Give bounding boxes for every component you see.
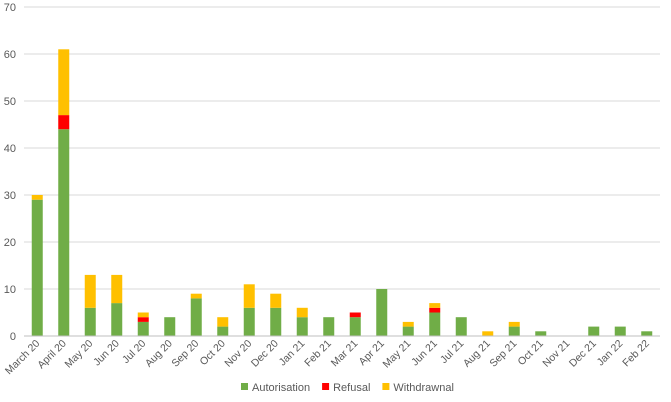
bar-autorisation-14 <box>402 326 414 336</box>
legend-swatch-refusal <box>322 383 330 390</box>
bar-withdrawnal-14 <box>402 321 414 327</box>
bar-withdrawnal-17 <box>482 331 494 336</box>
y-tick-label: 0 <box>10 331 16 343</box>
bar-refusal-1 <box>58 115 70 130</box>
bar-withdrawnal-3 <box>111 274 123 304</box>
bar-autorisation-19 <box>535 331 547 336</box>
x-tick-label: Aug 20 <box>143 338 175 370</box>
legend-swatch-withdrawnal <box>382 383 390 390</box>
y-axis-ticks: 0 10 20 30 40 50 60 70 <box>4 2 16 343</box>
bar-autorisation-4 <box>137 321 149 336</box>
bar-withdrawnal-1 <box>58 49 70 116</box>
x-tick-label: Mar 21 <box>329 338 361 370</box>
bar-autorisation-1 <box>58 129 70 336</box>
bar-autorisation-15 <box>429 312 441 336</box>
bar-refusal-15 <box>429 307 441 313</box>
bar-refusal-4 <box>137 317 149 322</box>
y-tick-label: 50 <box>4 96 16 108</box>
bar-withdrawnal-7 <box>217 317 229 327</box>
bar-withdrawnal-4 <box>137 312 149 318</box>
bar-autorisation-8 <box>243 307 255 336</box>
bar-withdrawnal-9 <box>270 293 282 308</box>
legend: Autorisation Refusal Withdrawnal <box>241 382 454 394</box>
x-tick-label: Jan 21 <box>277 338 308 369</box>
bars <box>31 49 653 336</box>
bar-withdrawnal-6 <box>190 293 202 299</box>
x-tick-label: Dec 21 <box>567 338 599 370</box>
y-tick-label: 30 <box>4 190 16 202</box>
x-tick-label: Feb 22 <box>620 338 652 370</box>
x-tick-label: Nov 20 <box>222 338 254 370</box>
bar-refusal-12 <box>349 312 361 318</box>
legend-label-autorisation: Autorisation <box>252 382 310 394</box>
y-tick-label: 40 <box>4 143 16 155</box>
bar-autorisation-18 <box>508 326 520 336</box>
bar-autorisation-11 <box>323 317 335 336</box>
bar-withdrawnal-2 <box>84 274 96 308</box>
bar-autorisation-7 <box>217 326 229 336</box>
y-tick-label: 70 <box>4 2 16 14</box>
x-tick-label: Nov 21 <box>540 338 572 370</box>
bar-autorisation-12 <box>349 317 361 336</box>
bar-autorisation-22 <box>614 326 626 336</box>
bar-autorisation-3 <box>111 303 123 336</box>
bar-autorisation-13 <box>376 289 388 336</box>
bar-autorisation-2 <box>84 307 96 336</box>
bar-withdrawnal-0 <box>31 195 43 200</box>
legend-label-refusal: Refusal <box>333 382 370 394</box>
x-tick-label: Sep 20 <box>169 338 201 370</box>
y-tick-label: 60 <box>4 49 16 61</box>
x-tick-label: Feb 21 <box>302 338 334 370</box>
x-tick-label: Jan 22 <box>595 338 626 369</box>
legend-label-withdrawnal: Withdrawnal <box>393 382 454 394</box>
bar-autorisation-16 <box>455 317 467 336</box>
bar-autorisation-0 <box>31 199 43 336</box>
legend-swatch-autorisation <box>241 383 248 390</box>
bar-autorisation-5 <box>164 317 176 336</box>
bar-withdrawnal-15 <box>429 303 441 308</box>
bar-withdrawnal-10 <box>296 307 308 318</box>
x-tick-label: April 20 <box>35 338 69 372</box>
bar-withdrawnal-18 <box>508 321 520 327</box>
gridlines <box>24 6 660 290</box>
bar-autorisation-6 <box>190 298 202 336</box>
x-tick-label: Dec 20 <box>249 338 281 370</box>
bar-autorisation-23 <box>641 331 653 336</box>
bar-autorisation-21 <box>588 326 600 336</box>
x-tick-label: March 20 <box>3 338 43 378</box>
x-tick-label: Jun 21 <box>409 338 440 369</box>
x-tick-label: Sep 21 <box>487 338 519 370</box>
x-tick-label: May 20 <box>63 338 96 371</box>
y-tick-label: 20 <box>4 237 16 249</box>
x-tick-label: Jun 20 <box>91 338 122 369</box>
bar-autorisation-10 <box>296 317 308 336</box>
bar-withdrawnal-8 <box>243 284 255 308</box>
x-tick-label: Aug 21 <box>461 338 493 370</box>
x-tick-label: May 21 <box>381 338 414 371</box>
y-tick-label: 10 <box>4 284 16 296</box>
bar-autorisation-9 <box>270 307 282 336</box>
